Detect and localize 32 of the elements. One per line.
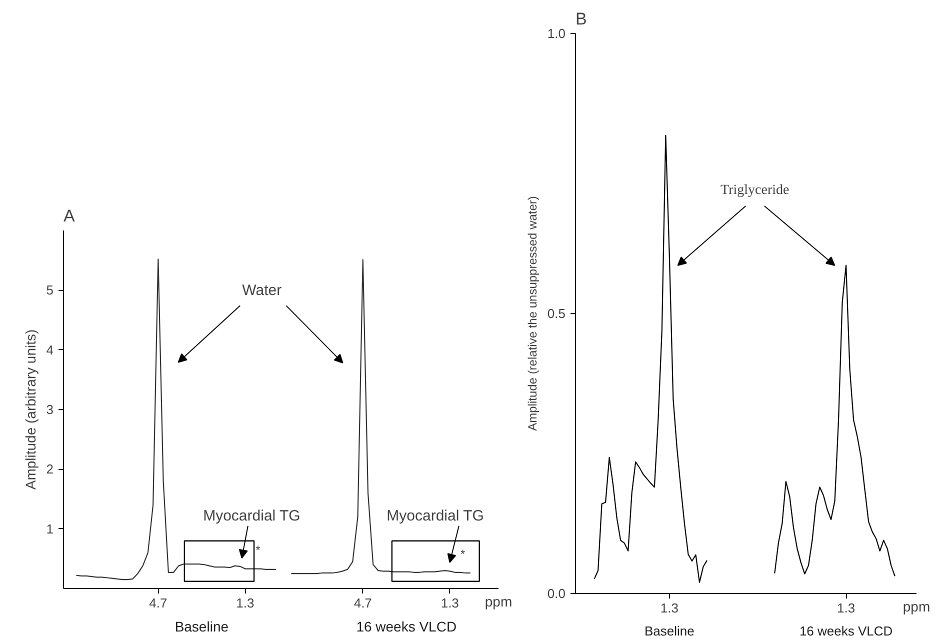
y-tick-label: 3	[46, 402, 54, 417]
line-series	[594, 134, 708, 583]
annotation: Triglyceride	[720, 182, 790, 198]
line-series	[774, 264, 896, 577]
x-tick-label: 1.3	[837, 600, 856, 616]
annotation: Myocardial TG	[203, 507, 300, 524]
chart-title: A	[64, 206, 76, 226]
annotation: *	[460, 546, 466, 561]
y-axis-title: Amplitude (arbitrary units)	[22, 329, 38, 490]
chart-title: B	[576, 10, 587, 28]
text: 16 weeks VLCD	[799, 624, 893, 638]
x-axis-title: ppm	[902, 598, 930, 614]
x-tick-label: 1.3	[660, 600, 678, 616]
text: 16 weeks VLCD	[356, 618, 457, 634]
y-tick-label: 4	[46, 342, 54, 358]
x-tick-label: 4.7	[354, 596, 372, 610]
annotation: Water	[242, 282, 282, 299]
x-tick-label: 1.3	[236, 596, 254, 610]
x-tick-label: 4.7	[149, 596, 168, 610]
annotation: *	[256, 542, 261, 557]
text: Baseline	[644, 624, 694, 638]
y-tick-label: 0.5	[547, 306, 566, 321]
text: Baseline	[174, 618, 229, 634]
y-axis-title: Amplitude (relative the unsuppressed water)	[525, 196, 540, 431]
y-tick-label: 1	[46, 521, 54, 536]
x-tick-label: 1.3	[440, 596, 459, 610]
x-axis-title: ppm	[484, 594, 512, 610]
y-tick-label: 5	[46, 282, 54, 298]
y-tick-label: 2	[46, 462, 54, 477]
y-tick-label: 0.0	[547, 586, 566, 601]
annotation: Myocardial TG	[386, 507, 484, 524]
y-tick-label: 1.0	[547, 26, 566, 41]
